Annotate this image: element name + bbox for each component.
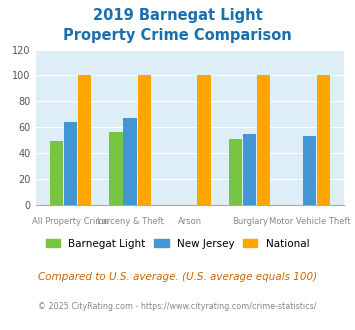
Text: Motor Vehicle Theft: Motor Vehicle Theft [269,217,350,226]
Text: Property Crime Comparison: Property Crime Comparison [63,28,292,43]
Bar [78,75,91,205]
Bar [197,75,211,205]
Bar [50,141,63,205]
Text: 2019 Barnegat Light: 2019 Barnegat Light [93,8,262,23]
Text: Burglary: Burglary [232,217,268,226]
Bar [303,136,316,205]
Bar [124,118,137,205]
Bar [229,139,242,205]
Bar [109,132,122,205]
Bar [257,75,271,205]
Text: Larceny & Theft: Larceny & Theft [97,217,164,226]
Bar [64,122,77,205]
Bar [137,75,151,205]
Text: All Property Crime: All Property Crime [32,217,109,226]
Legend: Barnegat Light, New Jersey, National: Barnegat Light, New Jersey, National [42,235,313,253]
Text: Arson: Arson [178,217,202,226]
Text: © 2025 CityRating.com - https://www.cityrating.com/crime-statistics/: © 2025 CityRating.com - https://www.city… [38,302,317,311]
Bar [243,134,256,205]
Text: Compared to U.S. average. (U.S. average equals 100): Compared to U.S. average. (U.S. average … [38,272,317,282]
Bar [317,75,330,205]
